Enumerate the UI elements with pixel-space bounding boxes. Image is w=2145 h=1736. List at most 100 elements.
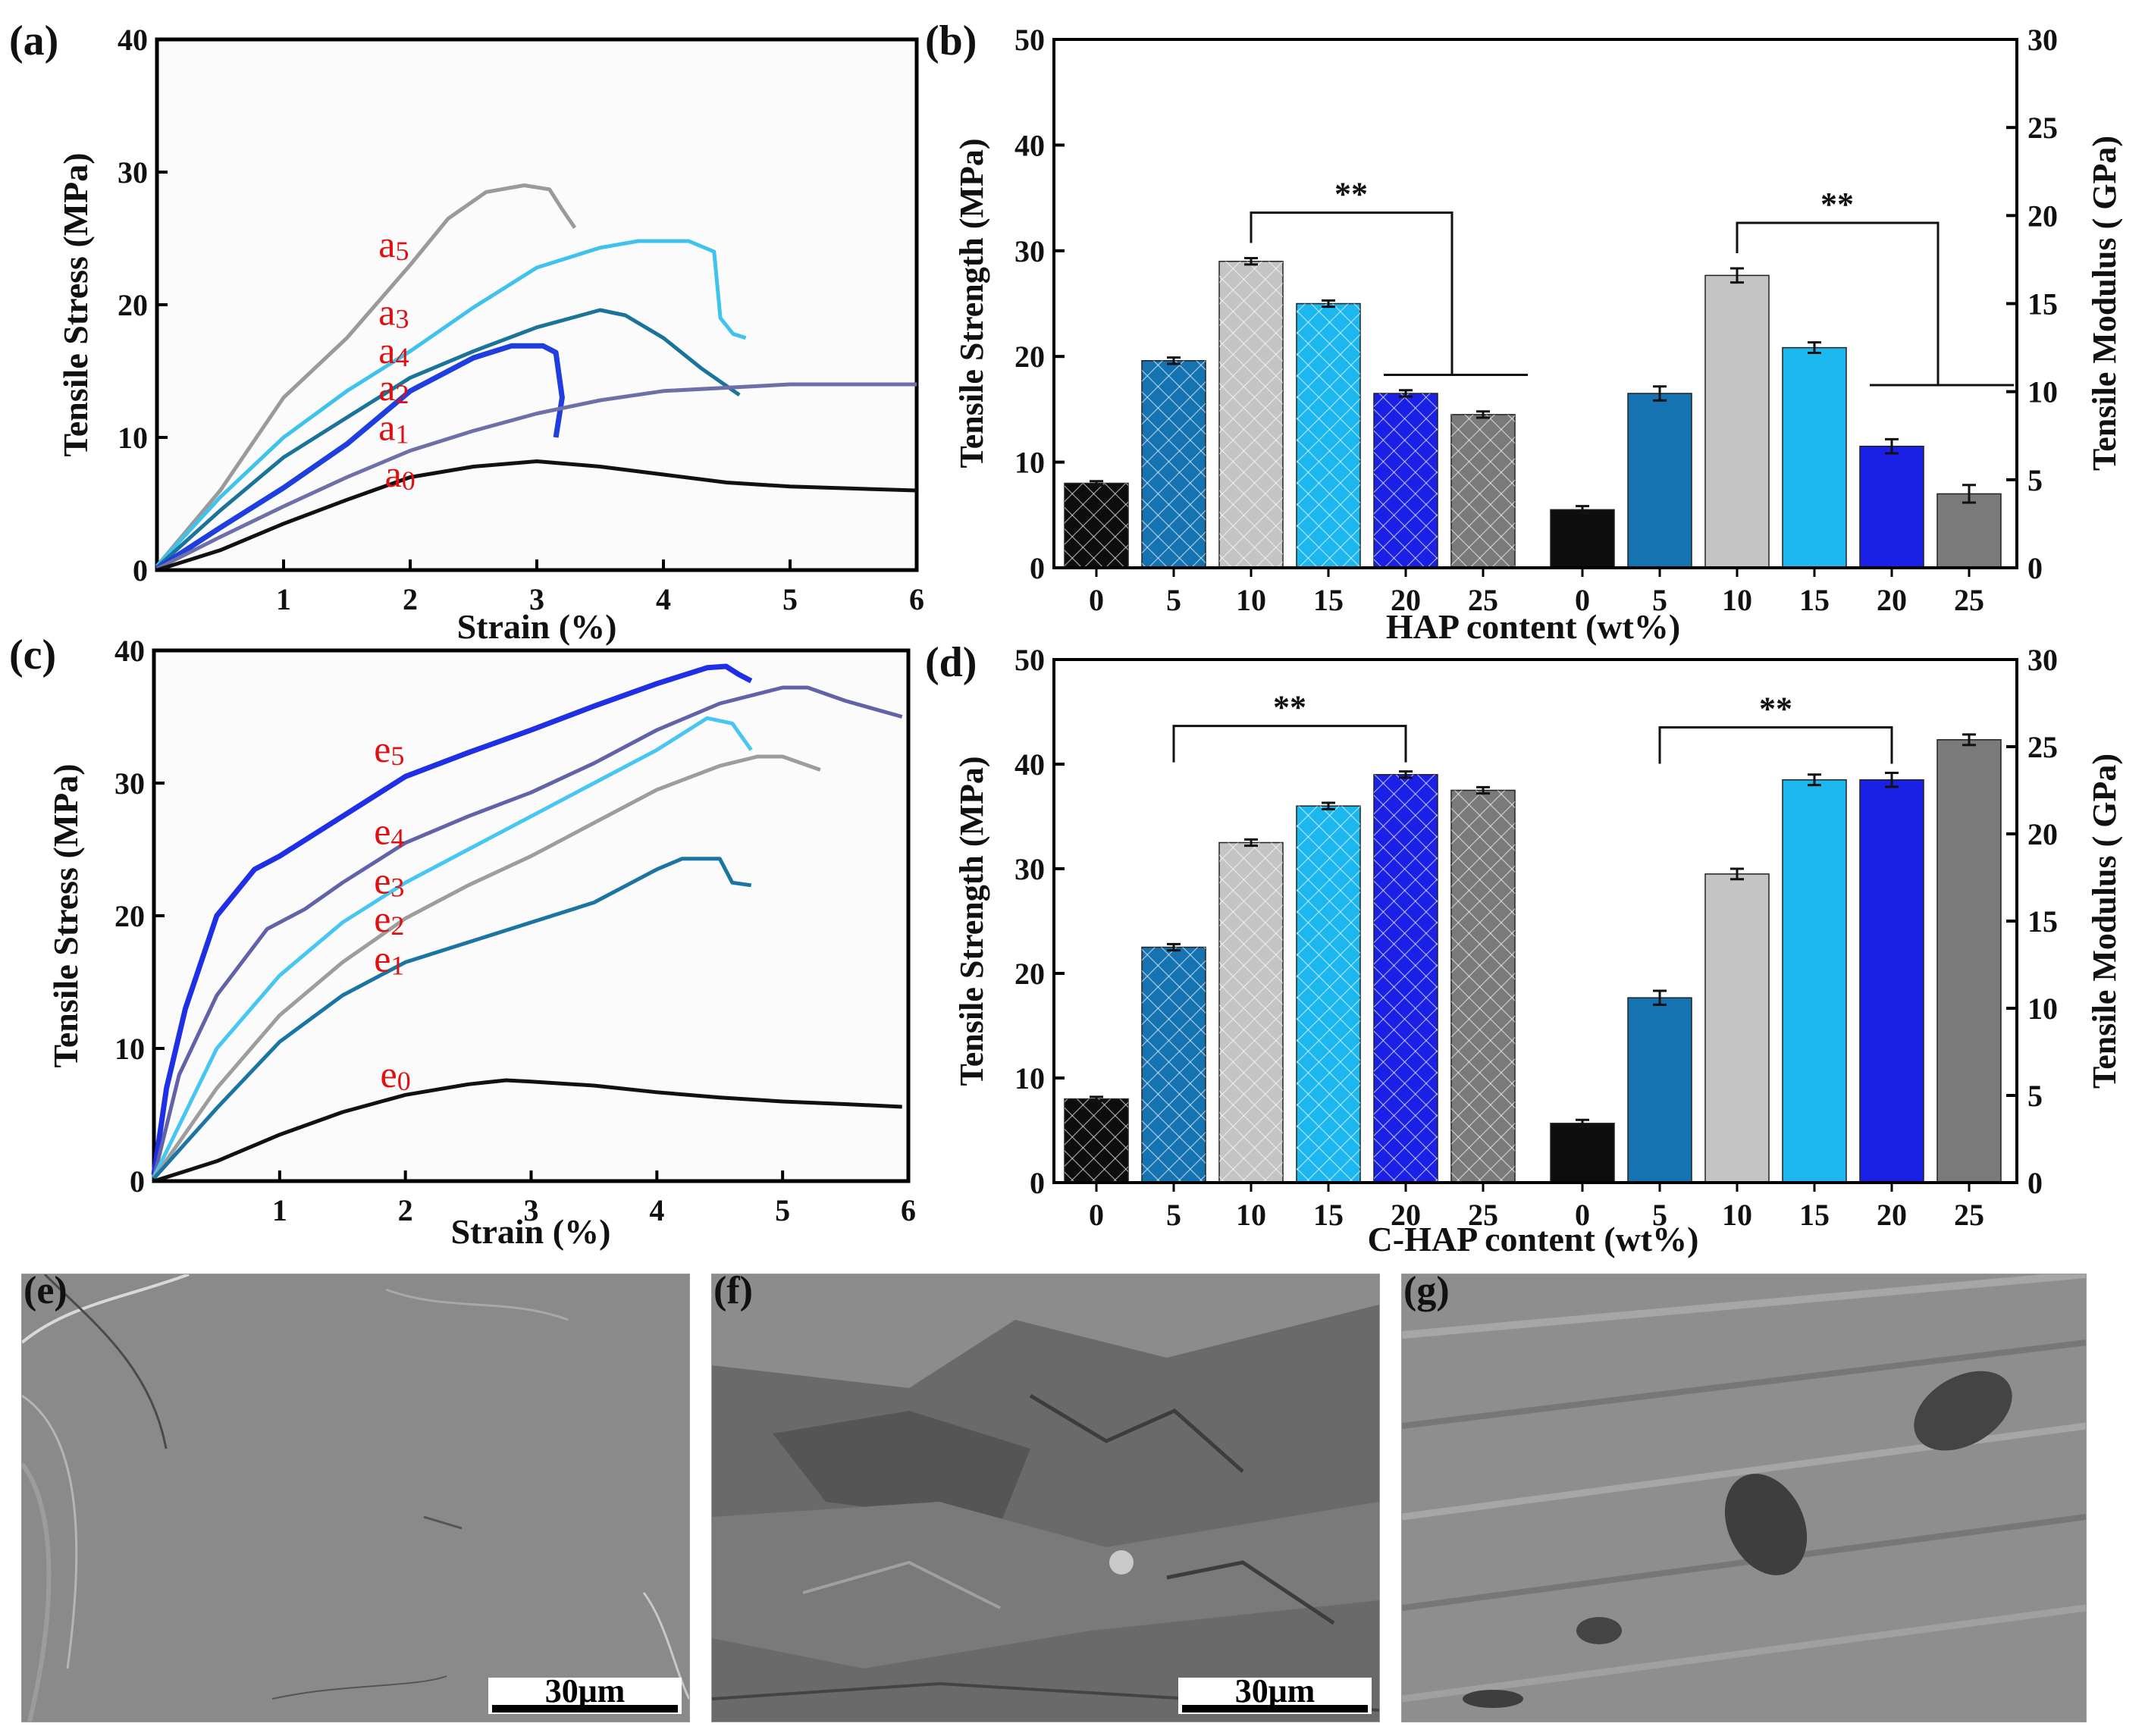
bar-hatch [1451,414,1515,568]
x-tick-label: 25 [1468,583,1498,617]
y-axis-title-right-b: Tensile Modulus ( GPa) [2086,136,2123,471]
series-line-e2 [152,754,821,1180]
sem-image-g: (g) [1401,1274,2087,1722]
bar-modulus-25 [1936,739,2002,1183]
x-tick-label: 15 [1313,1198,1344,1232]
sem-image-f: (f) 30μm [711,1274,1380,1722]
ticks-a: 1 2 3 4 5 6 0 10 20 30 40 [118,23,924,616]
x-tick-label: 15 [1799,1198,1830,1232]
y-tick-label-right: 10 [2027,375,2058,409]
x-tick-label: 20 [1391,1198,1421,1232]
bar-hatch [1374,393,1438,568]
x-tick-label: 10 [1722,1198,1752,1232]
panel-label-e: (e) [24,1274,67,1312]
y-tick-label-left: 20 [1014,340,1045,374]
series-label-e0: e0 [381,1053,411,1096]
bar-modulus-25 [1936,493,2002,569]
panel-label-f: (f) [713,1274,753,1312]
y-tick-label-left: 50 [1014,23,1045,57]
panel-d: 0 5 10 15 20 25 0 5 10 15 20 25 0 10 20 30 40 50 0 5 10 15 20 2… [925,639,2123,1258]
x-tick-label: 15 [1799,583,1830,617]
x-tick-label: 3 [524,1193,539,1227]
significance-bracket [1658,726,1893,764]
y-axis-title-c: Tensile Stress (MPa) [46,763,85,1067]
x-tick-label: 5 [1652,583,1667,617]
plot-frame-a [155,37,919,572]
x-tick-label: 25 [1954,583,1984,617]
y-tick-label-right: 0 [2027,551,2043,585]
series-line-a1 [155,382,917,571]
significance-bracket [1250,212,1454,375]
bar-hatch [1065,483,1128,568]
y-axis-title-left-d: Tensile Strength (MPa) [953,756,990,1086]
significance-marker: ** [1820,186,1854,223]
x-tick-label: 5 [1166,1198,1181,1232]
series-label-e4: e4 [374,810,404,854]
x-tick-label: 2 [398,1193,413,1227]
y-tick-label-left: 10 [1014,1061,1045,1095]
x-tick-label: 2 [403,582,418,616]
significance-marker: ** [1273,689,1306,726]
y-tick-label-right: 15 [2027,287,2058,321]
y-tick-label-left: 30 [1014,852,1045,886]
series-label-e5: e5 [374,728,404,771]
y-tick-label: 30 [114,766,145,801]
series-label-a4: a4 [378,329,409,372]
bar-hatch [1451,790,1515,1183]
scale-bar-e: 30μm [488,1672,682,1714]
x-tick-label: 5 [1166,583,1181,617]
series-line-e4 [152,685,903,1178]
bar-hatch [1142,947,1206,1183]
x-tick-label: 25 [1954,1198,1984,1232]
series-label-e3: e3 [374,859,404,902]
series-line-a4 [155,308,741,569]
bar-hatch [1219,261,1283,568]
y-tick-label: 40 [114,634,145,668]
panel-label-a: (a) [9,17,58,64]
y-tick-label-left: 20 [1014,957,1045,991]
x-tick-label: 5 [775,1193,790,1227]
scale-bar-text-f: 30μm [1234,1672,1316,1709]
y-tick-label-left: 10 [1014,446,1045,480]
bar-modulus-0 [1550,509,1615,569]
y-tick-label-right: 0 [2027,1166,2043,1200]
y-tick-label: 0 [130,1164,145,1199]
y-tick-label-left: 0 [1030,551,1045,585]
significance-bracket [1736,221,1940,386]
panel-label-d: (d) [925,639,977,686]
y-tick-label: 10 [114,1032,145,1066]
bar-hatch [1219,842,1283,1183]
y-tick-label: 40 [118,23,148,57]
bar-modulus-10 [1704,873,1770,1183]
bar-modulus-15 [1782,346,1847,569]
series-line-e3 [152,716,753,1178]
y-tick-label-right: 5 [2027,463,2043,497]
significance-marker: ** [1759,691,1792,728]
bar-hatch [1065,1098,1128,1183]
y-tick-label-left: 0 [1030,1166,1045,1200]
series-line-a0 [156,459,917,572]
panel-b: 0 5 10 15 20 25 0 5 10 15 20 25 0 10 20 30 40 50 0 5 10 15 20 2… [925,17,2123,646]
bar-modulus-5 [1627,393,1692,569]
series-label-e2: e2 [374,898,404,941]
y-tick-label-right: 25 [2027,111,2058,145]
series-line-a5 [155,183,577,568]
series-line-e0 [153,1078,902,1183]
ticks-b: 0 5 10 15 20 25 0 5 10 15 20 25 0 10 20 30 40 50 0 5 10 15 20 2… [1014,23,2058,617]
series-label-a5: a5 [378,223,409,266]
x-tick-label: 1 [272,1193,287,1227]
series-line-e5 [151,663,753,1175]
x-tick-label: 20 [1391,583,1421,617]
x-tick-label: 0 [1575,583,1590,617]
series-label-a0: a0 [385,453,416,496]
y-tick-label-left: 30 [1014,234,1045,268]
sem-texture-g [1402,1274,2086,1722]
bar-modulus-5 [1627,997,1692,1183]
ticks-c: 1 2 3 4 5 6 0 10 20 30 40 [114,634,916,1227]
x-axis-title-a: Strain (%) [457,607,617,646]
y-tick-label-left: 40 [1014,747,1045,782]
x-tick-label: 4 [649,1193,664,1227]
